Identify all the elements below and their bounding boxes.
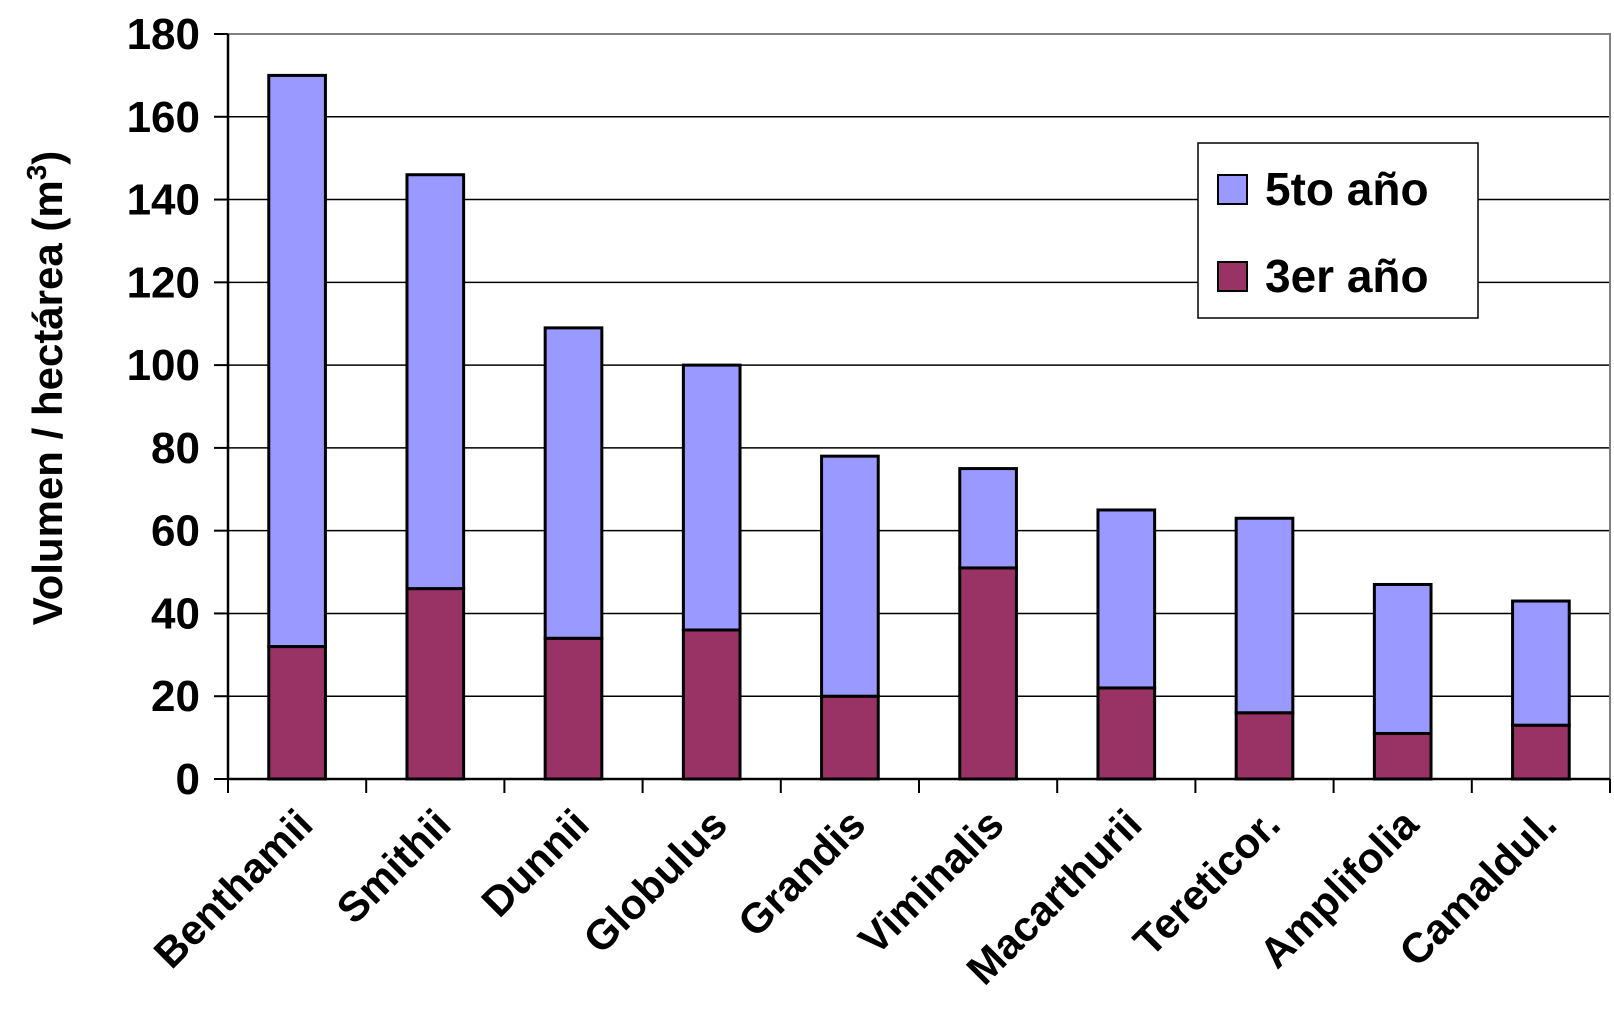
- y-axis-title: Volumen / hectárea (m3): [21, 151, 71, 626]
- y-tick-label: 120: [127, 258, 200, 307]
- y-tick-label: 80: [151, 424, 200, 473]
- bar-3er-globulus: [681, 628, 742, 781]
- bar-5to-viminalis: [958, 467, 1018, 570]
- bar-3er-tereticor: [1234, 711, 1295, 781]
- y-tick-label: 100: [127, 341, 200, 390]
- y-tick-labels: 0 20 40 60 80 100 120 140 160 180: [127, 10, 200, 804]
- y-tick-label: 160: [127, 93, 200, 142]
- bar-3er-smithii: [405, 587, 466, 781]
- y-tick-label: 140: [127, 176, 200, 225]
- bar-5to-globulus: [681, 363, 742, 632]
- y-tick-label: 20: [151, 672, 200, 721]
- bar-3er-benthamii: [267, 645, 327, 781]
- x-category-label: Grandis: [729, 800, 874, 945]
- bar-5to-benthamii: [267, 73, 327, 649]
- y-tick-label: 0: [176, 755, 200, 804]
- x-category-label: Globulus: [574, 800, 736, 962]
- axes: [214, 33, 1611, 793]
- y-tick-label: 60: [151, 507, 200, 556]
- y-tick-label: 40: [151, 589, 200, 638]
- x-category-label: Dunnii: [472, 800, 598, 926]
- bar-3er-grandis: [820, 694, 880, 781]
- x-category-labels: Benthamii Smithii DunniiGlobulusGrandisVim…: [145, 800, 1566, 994]
- bar-5to-smithii: [405, 173, 466, 591]
- bars: [267, 73, 1571, 781]
- bar-3er-camaldul: [1511, 723, 1571, 781]
- x-category-label: Benthamii: [145, 800, 322, 977]
- bar-5to-tereticor: [1234, 516, 1295, 715]
- x-category-label: Smithii: [327, 800, 459, 932]
- bar-5to-amplifolia: [1372, 582, 1433, 735]
- bar-3er-dunnii: [543, 636, 604, 781]
- legend-label-3er: 3er año: [1265, 250, 1429, 302]
- bar-3er-macarthurii: [1096, 686, 1157, 781]
- bar-5to-macarthurii: [1096, 508, 1157, 690]
- legend-swatch-3er: [1217, 261, 1248, 292]
- bar-5to-grandis: [820, 454, 880, 698]
- bar-3er-viminalis: [958, 566, 1018, 781]
- legend: 5to año 3er año: [1197, 142, 1479, 319]
- bar-3er-amplifolia: [1372, 731, 1433, 781]
- legend-label-5to: 5to año: [1265, 163, 1429, 215]
- y-tick-label: 180: [127, 10, 200, 59]
- bar-5to-dunnii: [543, 326, 604, 640]
- legend-swatch-5to: [1217, 174, 1248, 205]
- bar-5to-camaldul: [1511, 599, 1571, 727]
